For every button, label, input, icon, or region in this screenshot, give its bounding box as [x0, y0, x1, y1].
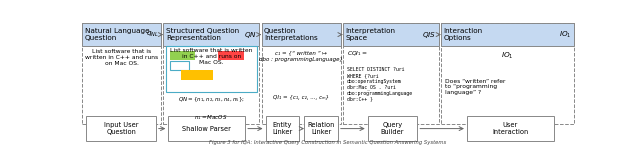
FancyBboxPatch shape — [168, 116, 245, 141]
Text: Shallow Parser: Shallow Parser — [182, 126, 231, 132]
Text: List software that is written
in C++ and runs on
Mac OS.: List software that is written in C++ and… — [170, 48, 252, 65]
Text: QI₁ = {c₁, c₂, ..., cₘ}: QI₁ = {c₁, c₂, ..., cₘ} — [273, 95, 329, 100]
FancyBboxPatch shape — [304, 116, 338, 141]
Text: Relation
Linker: Relation Linker — [307, 122, 335, 135]
Text: $QN$: $QN$ — [244, 30, 257, 40]
Text: $n_1 = MacOS$: $n_1 = MacOS$ — [195, 113, 228, 122]
FancyBboxPatch shape — [218, 51, 244, 60]
FancyBboxPatch shape — [441, 23, 573, 46]
FancyBboxPatch shape — [86, 116, 156, 141]
FancyBboxPatch shape — [441, 23, 573, 124]
Text: $QN = \{n_1, n_2, n_3, n_4, n_5\};$: $QN = \{n_1, n_2, n_3, n_4, n_5\};$ — [178, 95, 244, 104]
Text: SELECT DISTINCT ?uri
WHERE {?uri
dbo:operatingSystem
dbr:Mac_OS . ?uri
dbo:progr: SELECT DISTINCT ?uri WHERE {?uri dbo:ope… — [347, 67, 413, 102]
Text: $CQI_1 =$: $CQI_1 =$ — [347, 50, 368, 58]
Text: $q_{NL}$: $q_{NL}$ — [146, 30, 159, 39]
Text: Input User
Question: Input User Question — [104, 122, 138, 135]
FancyBboxPatch shape — [180, 70, 213, 80]
Text: c₁ = {“ written ” ↦
dbo : programmingLanguage}: c₁ = {“ written ” ↦ dbo : programmingLan… — [259, 51, 343, 62]
FancyBboxPatch shape — [163, 23, 259, 46]
FancyBboxPatch shape — [83, 23, 161, 46]
Text: Does “written” refer
to “programming
language” ?: Does “written” refer to “programming lan… — [445, 79, 506, 95]
Text: Natural Language
Question: Natural Language Question — [85, 28, 150, 41]
Text: Question
Interpretations: Question Interpretations — [264, 28, 318, 41]
FancyBboxPatch shape — [467, 116, 554, 141]
FancyBboxPatch shape — [262, 23, 341, 124]
Text: $IO_1$: $IO_1$ — [559, 30, 572, 40]
Text: Query
Builder: Query Builder — [381, 122, 404, 135]
FancyBboxPatch shape — [170, 61, 189, 70]
FancyBboxPatch shape — [166, 46, 257, 92]
FancyBboxPatch shape — [83, 23, 161, 124]
Text: $IO_1$: $IO_1$ — [501, 51, 514, 61]
Text: Interaction
Options: Interaction Options — [444, 28, 483, 41]
FancyBboxPatch shape — [262, 23, 341, 46]
Text: $QIS$: $QIS$ — [422, 30, 436, 40]
Text: List software that is
written in C++ and runs
on Mac OS.: List software that is written in C++ and… — [85, 50, 158, 66]
Text: Interpretation
Space: Interpretation Space — [346, 28, 396, 41]
Text: Entity
Linker: Entity Linker — [272, 122, 292, 135]
FancyBboxPatch shape — [170, 51, 195, 60]
FancyBboxPatch shape — [343, 23, 438, 46]
FancyBboxPatch shape — [163, 23, 259, 124]
Text: User
Interaction: User Interaction — [492, 122, 529, 135]
FancyBboxPatch shape — [343, 23, 438, 124]
Text: Structured Question
Representation: Structured Question Representation — [166, 28, 239, 41]
FancyBboxPatch shape — [367, 116, 417, 141]
FancyBboxPatch shape — [266, 116, 300, 141]
Text: Figure 3 for IQA: Interactive Query Construction in Semantic Question Answering : Figure 3 for IQA: Interactive Query Cons… — [209, 140, 447, 145]
